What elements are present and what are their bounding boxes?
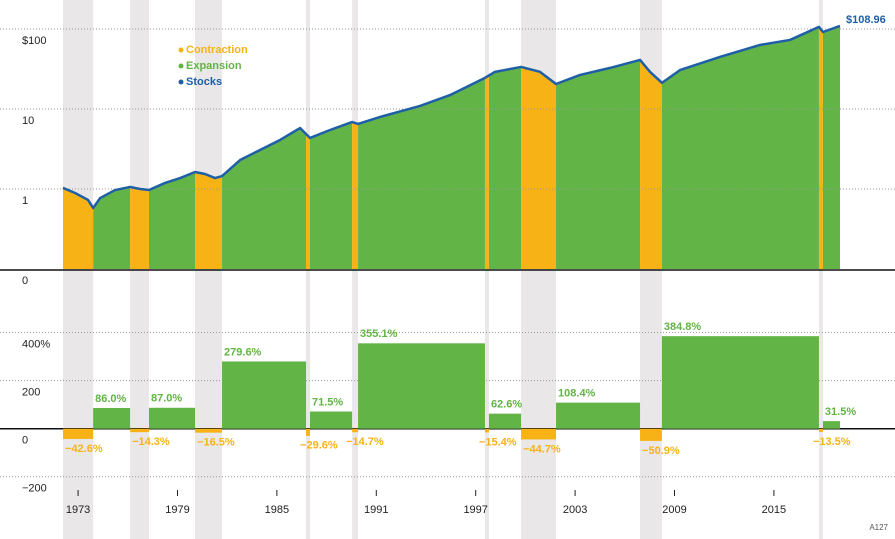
value-label: −50.9% [642,445,680,457]
stock-area [63,25,840,269]
x-tick-label: 2015 [762,504,786,516]
phase-area [484,25,489,269]
bar [358,343,485,429]
value-label: 31.5% [825,406,856,418]
phase-area [306,25,311,269]
phase-area [358,25,485,269]
x-tick-label: 1997 [463,504,487,516]
y-tick-label: 1 [22,195,28,207]
value-label: −13.5% [813,436,851,448]
y-tick-label: 200 [22,387,40,399]
legend-swatch [178,63,184,69]
value-label: 87.0% [151,393,182,405]
x-tick-label: 1979 [165,504,189,516]
phase-area [93,25,131,269]
y-tick-label: 0 [22,275,28,287]
stocks-line [62,24,841,210]
value-label: −14.7% [346,436,384,448]
phase-area [661,25,819,269]
end-label: $108.96 [846,14,886,26]
phase-area [556,25,641,269]
y-tick-label: 10 [22,115,34,127]
value-label: 62.6% [491,399,522,411]
bar [352,428,359,433]
value-label: 355.1% [360,328,398,340]
bar [818,428,823,432]
footnote: A127 [869,523,888,532]
y-tick-label: 400% [22,338,50,350]
y-tick-label: 0 [22,435,28,447]
bar [640,428,662,441]
value-label: −42.6% [65,443,103,455]
value-label: 384.8% [664,321,702,333]
value-label: −44.7% [523,443,561,455]
bar [556,402,641,429]
phase-area [640,25,662,269]
phase-area [488,25,522,269]
x-tick-label: 1985 [265,504,289,516]
phase-area [148,25,196,269]
legend-label: Stocks [186,76,222,88]
x-tick-label: 2003 [563,504,587,516]
value-label: −29.6% [300,440,338,452]
x-tick-label: 2009 [662,504,686,516]
bar [63,428,94,439]
value-label: 108.4% [558,388,596,400]
legend-label: Expansion [186,60,242,72]
returns-panel: 400% 200 0 −200 −42.6% 86.0% −14.3% 87.0% −16.5%… [0,321,895,516]
value-label: 86.0% [95,393,126,405]
phase-area [352,25,359,269]
value-label: 279.6% [224,346,262,358]
bar [484,428,489,433]
bar [521,428,557,440]
y-tick-label: −200 [22,483,47,495]
bar [661,336,819,429]
bar [310,411,353,429]
bar [148,407,196,429]
value-label: −14.3% [132,436,170,448]
legend-swatch [178,47,184,53]
phase-area [822,25,840,269]
bar [93,408,131,429]
phase-area [818,25,823,269]
x-tick-label: 1991 [364,504,388,516]
x-tick-label: 1973 [66,504,90,516]
y-tick-label: $100 [22,35,46,47]
value-label: 71.5% [312,396,343,408]
value-label: −16.5% [197,437,235,449]
bar [488,413,522,429]
legend-swatch [178,79,184,85]
bar [130,428,149,433]
bar [822,421,840,429]
legend-label: Contraction [186,44,248,56]
bar [222,361,307,429]
bar [306,428,311,436]
phase-area [222,25,307,269]
bar [195,428,223,433]
value-label: −15.4% [479,436,517,448]
